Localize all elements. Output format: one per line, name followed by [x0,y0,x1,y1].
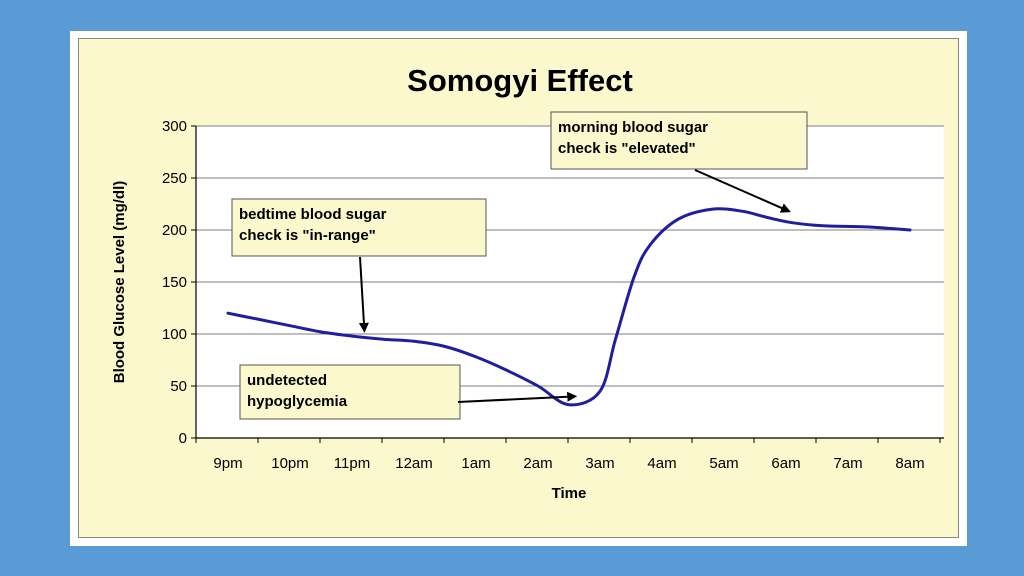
y-tick-label: 150 [162,274,187,291]
x-tick-label: 9pm [213,455,242,472]
y-axis-label: Blood Glucose Level (mg/dl) [111,181,128,384]
x-axis-ticks: 9pm 10pm 11pm 12am 1am 2am 3am 4am 5am 6am 7am 8am [195,438,941,472]
series-group [226,207,912,407]
x-tick-label: 5am [709,455,738,472]
annotation-text: bedtime blood sugar [239,206,387,223]
annotation-box [550,111,808,170]
y-tick-label: 250 [162,170,187,187]
x-tick-label: 10pm [271,455,309,472]
annotations-group: bedtime blood sugar check is "in-range" mo… [231,111,808,420]
annotation-text: undetected [247,372,327,389]
annotation-box [239,364,461,420]
annotation-callout: bedtime blood sugar check is "in-range" [231,198,487,333]
x-tick-label: 11pm [334,455,370,472]
annotation-arrow [358,256,369,333]
y-tick-label: 300 [162,118,187,135]
x-tick-label: 4am [647,455,676,472]
annotation-box [231,198,487,257]
annotation-callout: undetected hypoglycemia [239,364,578,420]
y-tick-label: 50 [170,378,187,395]
y-axis-ticks: 0 50 100 150 200 250 300 [162,118,196,447]
y-tick-label: 200 [162,222,187,239]
x-tick-label: 6am [771,455,800,472]
x-tick-label: 3am [585,455,614,472]
series-line [226,207,912,407]
annotation-text: check is "in-range" [239,227,376,244]
x-tick-label: 7am [833,455,862,472]
y-tick-label: 0 [179,430,187,447]
annotation-text: morning blood sugar [558,119,708,136]
annotation-text: hypoglycemia [247,393,348,410]
annotation-text: check is "elevated" [558,140,696,157]
annotation-arrow [457,391,578,403]
y-tick-label: 100 [162,326,187,343]
x-tick-label: 1am [461,455,490,472]
annotation-arrow [694,169,791,213]
x-tick-label: 8am [895,455,924,472]
x-tick-label: 12am [395,455,433,472]
chart-title: Somogyi Effect [407,63,633,98]
x-axis-label: Time [552,485,587,502]
annotation-callout: morning blood sugar check is "elevated" [550,111,808,213]
x-tick-label: 2am [523,455,552,472]
